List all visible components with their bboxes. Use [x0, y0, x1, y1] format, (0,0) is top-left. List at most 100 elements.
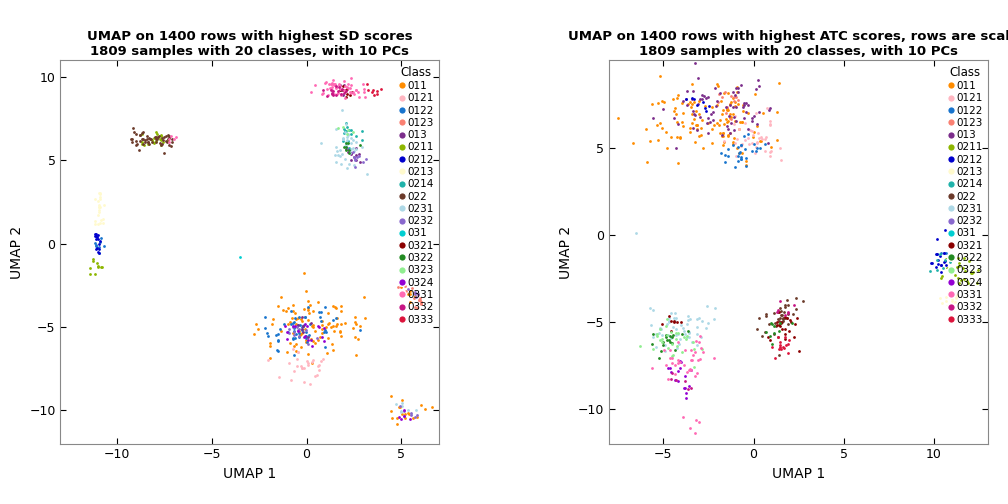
Point	[734, 81, 750, 89]
Point	[669, 330, 685, 338]
Point	[320, 92, 336, 100]
Point	[748, 109, 764, 117]
Point	[726, 97, 742, 105]
Point	[688, 341, 705, 349]
Point	[934, 272, 951, 280]
Point	[331, 83, 347, 91]
Point	[337, 94, 353, 102]
Point	[330, 124, 346, 132]
Point	[665, 351, 681, 359]
Point	[279, 348, 295, 356]
Point	[90, 235, 106, 243]
Point	[297, 328, 313, 336]
Point	[279, 335, 295, 343]
Point	[737, 119, 753, 127]
Point	[681, 124, 698, 132]
Point	[344, 126, 360, 134]
Point	[786, 320, 802, 328]
Point	[396, 406, 412, 414]
Point	[145, 138, 161, 146]
Point	[317, 326, 333, 334]
Point	[971, 266, 987, 274]
Point	[675, 122, 691, 130]
Point	[142, 135, 158, 143]
Point	[336, 86, 352, 94]
Point	[92, 237, 108, 245]
Point	[151, 135, 167, 143]
Point	[690, 314, 707, 323]
Point	[694, 345, 710, 353]
Y-axis label: UMAP 2: UMAP 2	[558, 225, 573, 279]
Point	[652, 72, 668, 80]
Point	[751, 108, 767, 116]
Point	[724, 92, 740, 100]
Point	[92, 190, 108, 198]
Point	[397, 413, 413, 421]
Point	[407, 290, 423, 298]
Point	[709, 80, 725, 88]
Point	[721, 112, 737, 120]
Point	[124, 135, 140, 143]
Point	[745, 133, 761, 141]
Point	[668, 376, 684, 384]
Point	[325, 91, 341, 99]
Point	[664, 339, 680, 347]
Point	[332, 81, 348, 89]
Point	[738, 99, 754, 107]
Point	[136, 141, 152, 149]
Point	[88, 217, 104, 225]
Point	[294, 318, 310, 326]
Point	[335, 86, 351, 94]
Point	[772, 314, 788, 322]
Point	[678, 95, 695, 103]
Point	[928, 250, 944, 258]
Point	[423, 403, 439, 411]
Point	[345, 148, 361, 156]
Point	[299, 303, 316, 311]
Point	[674, 348, 690, 356]
Point	[295, 322, 311, 330]
Point	[342, 149, 358, 157]
Point	[408, 413, 424, 421]
Point	[409, 411, 425, 419]
Point	[296, 320, 312, 328]
Point	[313, 330, 330, 338]
Point	[304, 356, 321, 364]
Point	[674, 97, 690, 105]
Point	[257, 324, 273, 332]
Point	[644, 364, 660, 372]
Point	[301, 380, 318, 388]
Point	[345, 144, 361, 152]
Point	[726, 120, 742, 128]
Point	[766, 323, 782, 331]
Point	[740, 130, 756, 138]
Point	[337, 125, 353, 133]
Point	[156, 149, 172, 157]
Point	[678, 101, 695, 109]
Point	[704, 139, 720, 147]
Point	[288, 331, 304, 339]
Point	[141, 140, 157, 148]
Point	[400, 285, 416, 293]
Point	[610, 113, 626, 121]
Point	[668, 110, 684, 118]
Point	[759, 333, 775, 341]
Point	[781, 316, 797, 324]
Point	[327, 151, 343, 159]
Point	[355, 158, 371, 166]
Point	[775, 315, 791, 323]
Point	[730, 143, 746, 151]
Point	[93, 195, 109, 203]
Point	[758, 328, 774, 336]
Point	[718, 158, 734, 166]
Legend: 011, 0121, 0122, 0123, 013, 0211, 0212, 0213, 0214, 022, 0231, 0232, 031, 0321, : 011, 0121, 0122, 0123, 013, 0211, 0212, …	[947, 66, 983, 325]
Point	[294, 364, 310, 372]
Point	[270, 337, 286, 345]
Point	[686, 345, 703, 353]
Point	[729, 152, 745, 160]
Point	[688, 121, 705, 129]
Point	[165, 135, 181, 143]
Point	[758, 133, 774, 141]
Point	[268, 331, 284, 339]
Point	[293, 362, 309, 370]
